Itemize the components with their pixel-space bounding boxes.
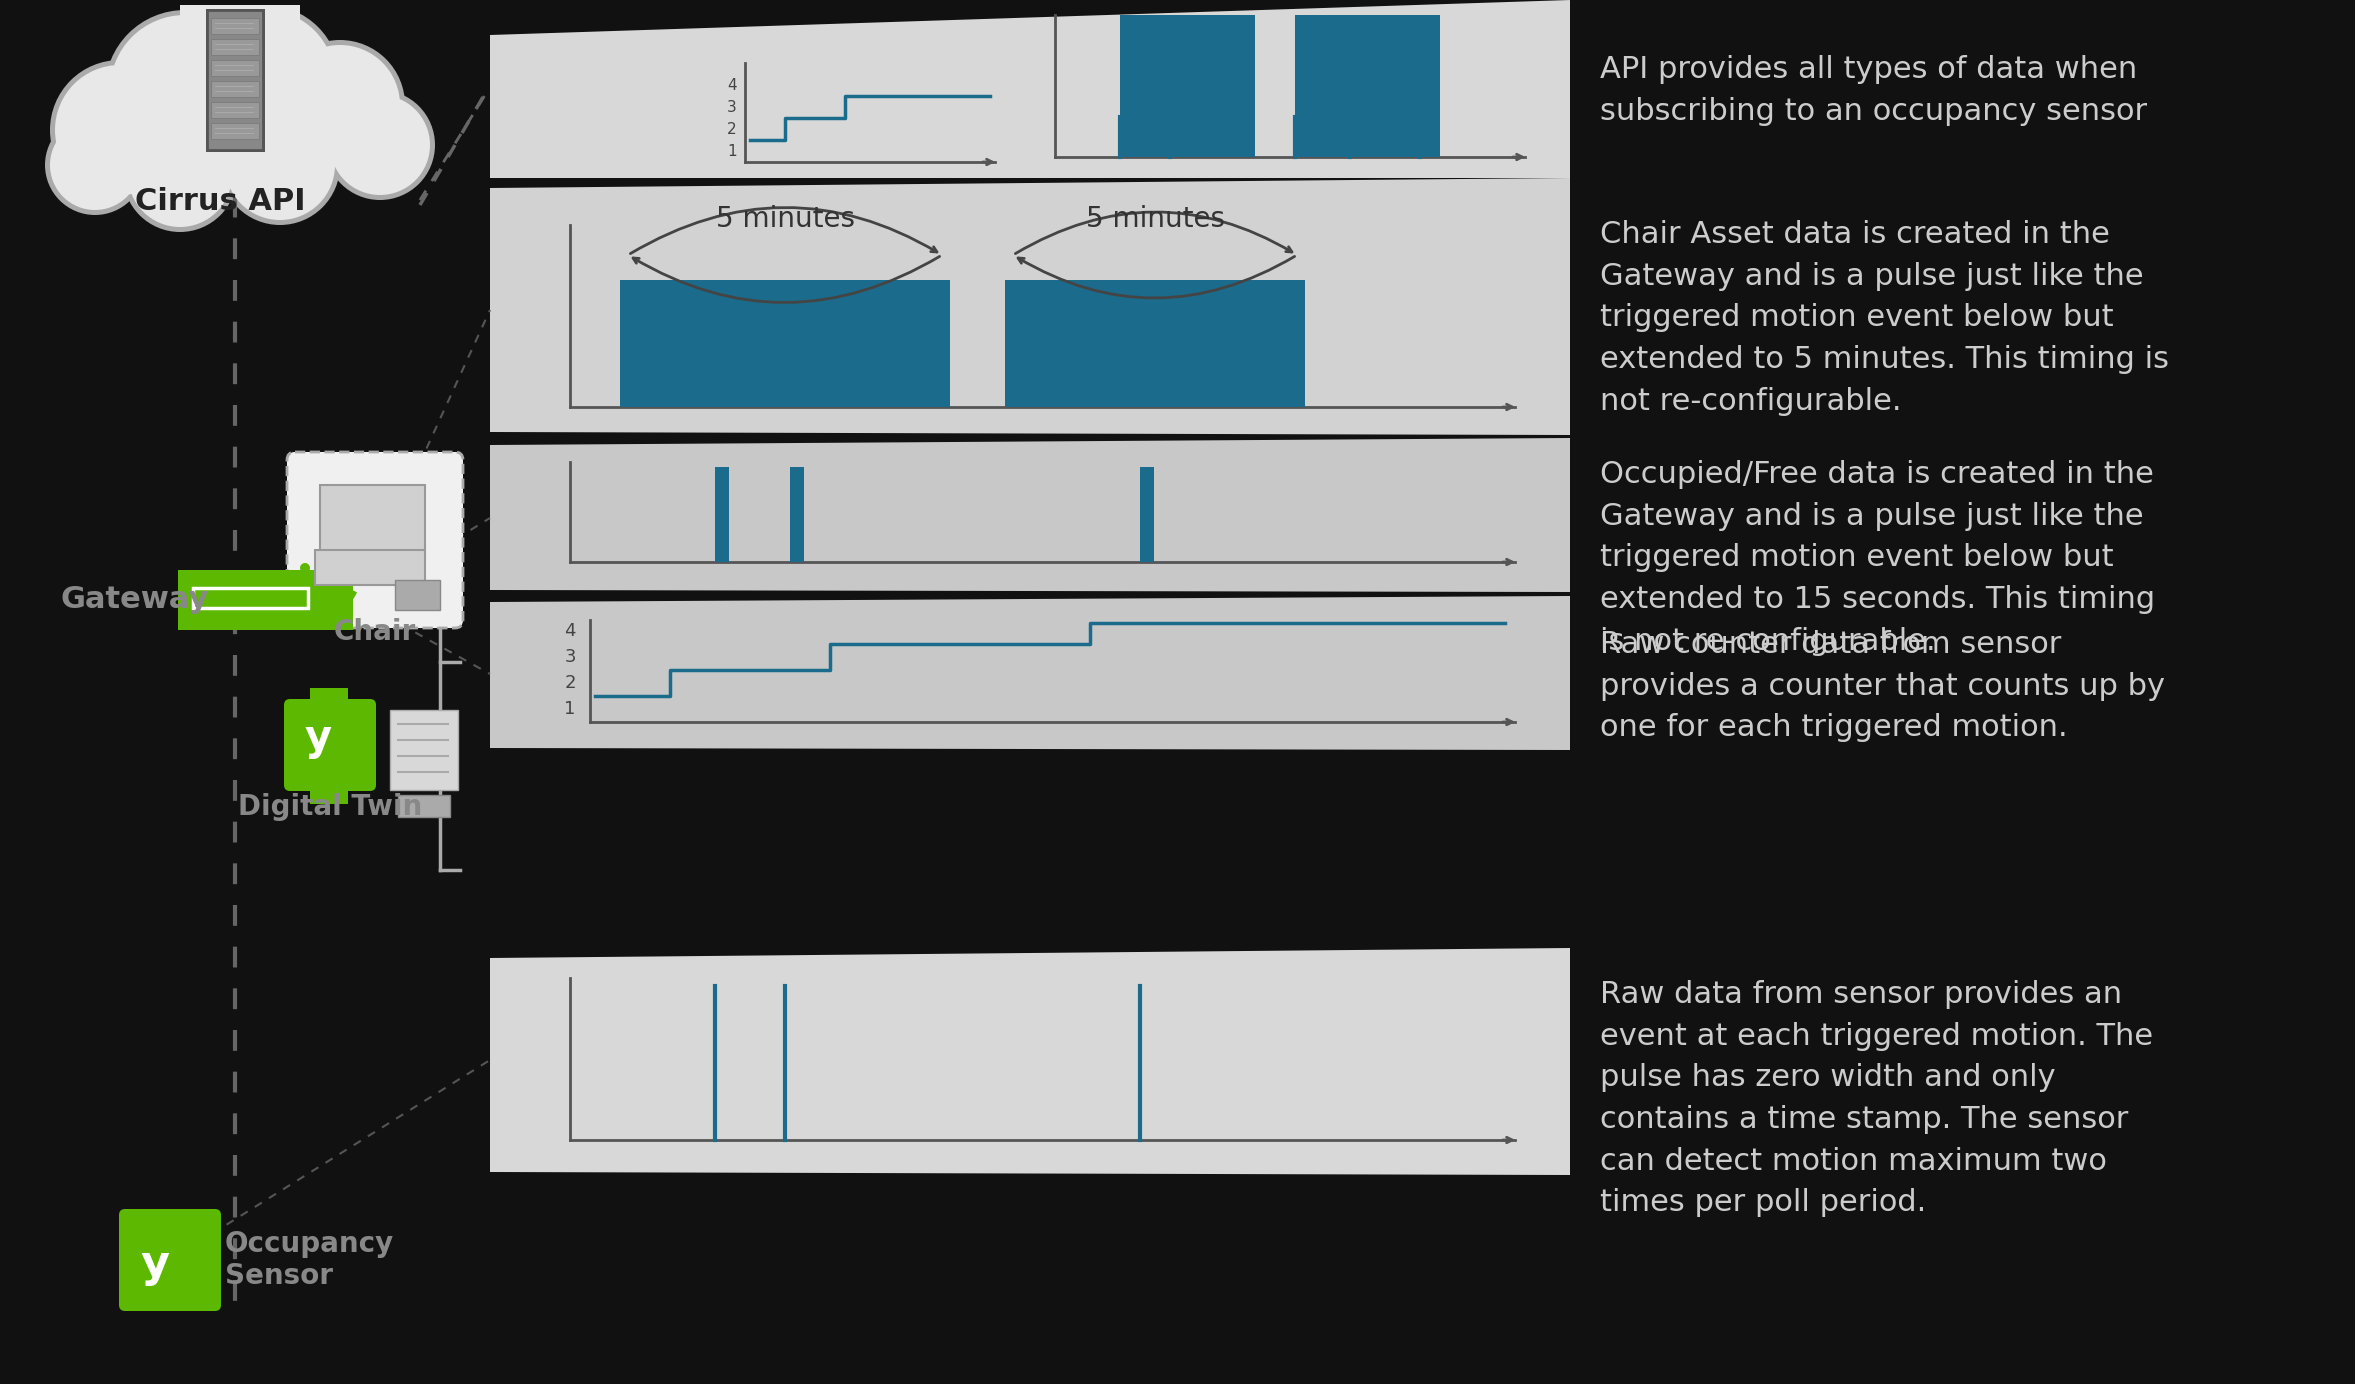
Text: Raw counter data from sensor
provides a counter that counts up by
one for each t: Raw counter data from sensor provides a … [1599,630,2164,742]
Polygon shape [490,437,1571,592]
Circle shape [276,40,405,170]
Text: Raw data from sensor provides an
event at each triggered motion. The
pulse has z: Raw data from sensor provides an event a… [1599,980,2152,1218]
FancyBboxPatch shape [1295,15,1439,156]
Polygon shape [490,597,1571,750]
Text: 3: 3 [728,100,737,115]
Text: API provides all types of data when
subscribing to an occupancy sensor: API provides all types of data when subs… [1599,55,2148,126]
Circle shape [219,105,339,226]
FancyBboxPatch shape [1006,280,1305,407]
FancyBboxPatch shape [207,10,264,149]
Text: 5 minutes: 5 minutes [1086,205,1225,233]
Circle shape [280,46,400,165]
Circle shape [226,109,334,220]
Circle shape [191,6,339,155]
FancyBboxPatch shape [287,453,464,628]
FancyBboxPatch shape [311,688,349,706]
Text: 4: 4 [728,78,737,93]
Polygon shape [490,179,1571,435]
FancyBboxPatch shape [212,60,259,76]
FancyBboxPatch shape [1121,15,1255,156]
Circle shape [122,118,238,233]
FancyBboxPatch shape [120,1210,221,1311]
FancyBboxPatch shape [212,102,259,118]
Circle shape [54,65,186,195]
Text: 3: 3 [565,648,575,666]
FancyBboxPatch shape [716,466,730,562]
Circle shape [49,120,139,210]
Text: Digital Twin: Digital Twin [238,793,422,821]
Text: Cirrus API: Cirrus API [134,187,306,216]
FancyBboxPatch shape [212,18,259,35]
Text: 2: 2 [565,674,575,692]
Text: Occupancy
Sensor: Occupancy Sensor [226,1230,393,1290]
Text: 2: 2 [728,122,737,137]
Text: 1: 1 [728,144,737,159]
FancyBboxPatch shape [285,699,377,792]
FancyBboxPatch shape [1140,466,1154,562]
FancyBboxPatch shape [789,466,803,562]
Text: y: y [139,1243,170,1286]
Text: 4: 4 [565,621,575,639]
FancyBboxPatch shape [207,10,264,149]
FancyBboxPatch shape [212,39,259,55]
Text: y: y [306,717,332,758]
FancyBboxPatch shape [316,549,424,585]
FancyBboxPatch shape [391,710,457,790]
Text: Chair: Chair [334,619,417,646]
Circle shape [195,10,334,149]
Text: 5 minutes: 5 minutes [716,205,855,233]
FancyBboxPatch shape [212,123,259,138]
Text: 1: 1 [565,700,575,718]
FancyBboxPatch shape [311,786,349,804]
FancyBboxPatch shape [212,82,259,97]
FancyBboxPatch shape [179,570,353,630]
Circle shape [45,115,146,215]
Polygon shape [490,948,1571,1175]
Circle shape [127,123,233,227]
Circle shape [49,60,191,201]
FancyBboxPatch shape [619,280,949,407]
Circle shape [325,90,436,201]
FancyBboxPatch shape [320,484,424,555]
FancyBboxPatch shape [398,794,450,817]
Text: Occupied/Free data is created in the
Gateway and is a pulse just like the
trigge: Occupied/Free data is created in the Gat… [1599,459,2155,656]
Circle shape [330,95,431,195]
Polygon shape [490,0,1571,179]
FancyBboxPatch shape [396,580,440,610]
Circle shape [299,563,311,573]
Circle shape [106,10,266,170]
Circle shape [111,15,259,165]
Text: Gateway: Gateway [59,585,207,614]
Text: Chair Asset data is created in the
Gateway and is a pulse just like the
triggere: Chair Asset data is created in the Gatew… [1599,220,2169,415]
FancyBboxPatch shape [179,6,299,84]
